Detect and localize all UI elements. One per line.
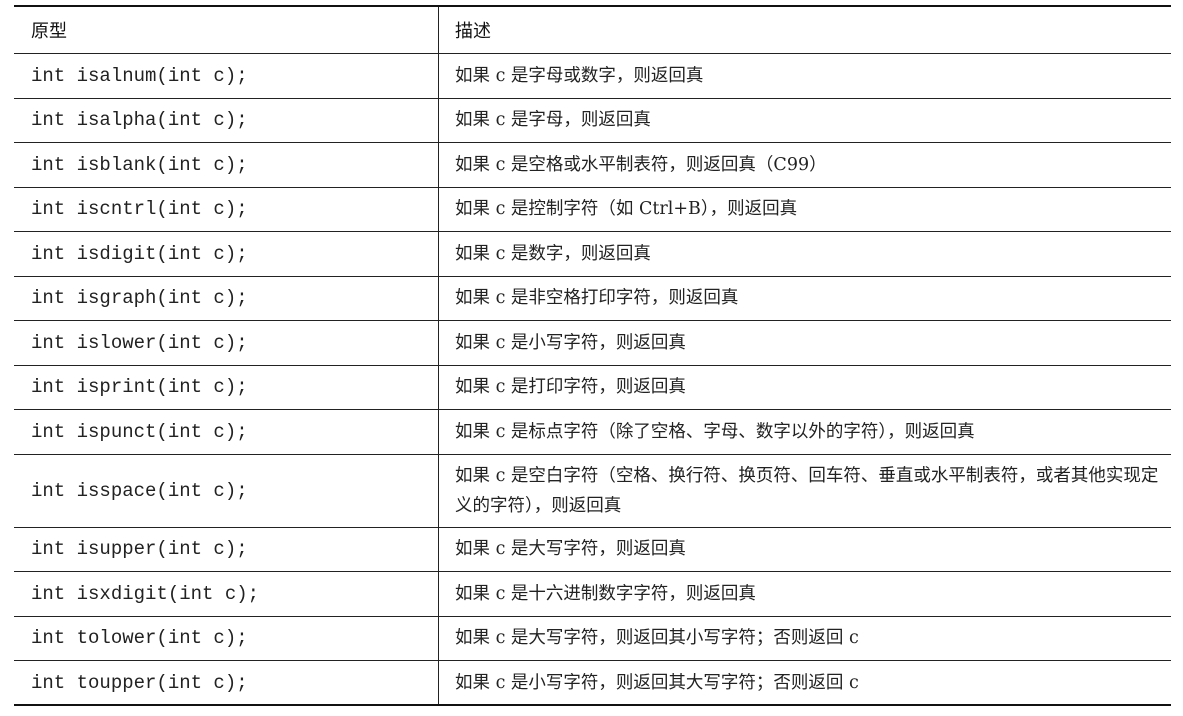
prototype-cell: int isupper(int c); [14,527,439,572]
table-row: int isalnum(int c); 如果 c 是字母或数字，则返回真 [14,53,1171,99]
ctype-functions-table: 原型 描述 int isalnum(int c); 如果 c 是字母或数字，则返回… [14,5,1171,706]
table-row: int islower(int c); 如果 c 是小写字符，则返回真 [14,320,1171,366]
description-cell: 如果 c 是打印字符，则返回真 [438,365,1171,410]
prototype-cell: int iscntrl(int c); [14,187,439,232]
prototype-cell: int isgraph(int c); [14,276,439,321]
description-cell: 如果 c 是字母，则返回真 [438,98,1171,143]
table-row: int isupper(int c); 如果 c 是大写字符，则返回真 [14,527,1171,572]
prototype-cell: int isblank(int c); [14,142,439,188]
description-cell: 如果 c 是数字，则返回真 [438,231,1171,277]
table-row: int isxdigit(int c); 如果 c 是十六进制数字字符，则返回真 [14,571,1171,617]
table-row: int isspace(int c); 如果 c 是空白字符（空格、换行符、换页符… [14,454,1171,528]
description-cell: 如果 c 是大写字符，则返回真 [438,527,1171,572]
prototype-cell: int isdigit(int c); [14,231,439,277]
prototype-cell: int tolower(int c); [14,616,439,661]
prototype-cell: int ispunct(int c); [14,409,439,455]
description-cell: 如果 c 是空格或水平制表符，则返回真（C99） [438,142,1171,188]
table-row: int isblank(int c); 如果 c 是空格或水平制表符，则返回真（C… [14,142,1171,188]
header-prototype: 原型 [14,6,439,54]
description-cell: 如果 c 是标点字符（除了空格、字母、数字以外的字符），则返回真 [438,409,1171,455]
description-cell: 如果 c 是十六进制数字字符，则返回真 [438,571,1171,617]
header-description: 描述 [438,6,1171,54]
prototype-cell: int islower(int c); [14,320,439,366]
prototype-cell: int isxdigit(int c); [14,571,439,617]
description-cell: 如果 c 是小写字符，则返回真 [438,320,1171,366]
table-row: int toupper(int c); 如果 c 是小写字符，则返回其大写字符；否… [14,660,1171,706]
table-row: int isgraph(int c); 如果 c 是非空格打印字符，则返回真 [14,276,1171,321]
description-cell: 如果 c 是大写字符，则返回其小写字符；否则返回 c [438,616,1171,661]
table-row: int isalpha(int c); 如果 c 是字母，则返回真 [14,98,1171,143]
description-cell: 如果 c 是小写字符，则返回其大写字符；否则返回 c [438,660,1171,706]
table-row: int tolower(int c); 如果 c 是大写字符，则返回其小写字符；否… [14,616,1171,661]
prototype-cell: int isalpha(int c); [14,98,439,143]
table-row: int isprint(int c); 如果 c 是打印字符，则返回真 [14,365,1171,410]
description-cell: 如果 c 是字母或数字，则返回真 [438,53,1171,99]
prototype-cell: int isalnum(int c); [14,53,439,99]
table-row: int iscntrl(int c); 如果 c 是控制字符（如 Ctrl+B），… [14,187,1171,232]
description-cell: 如果 c 是非空格打印字符，则返回真 [438,276,1171,321]
header-row: 原型 描述 [14,6,1171,54]
description-cell: 如果 c 是控制字符（如 Ctrl+B），则返回真 [438,187,1171,232]
prototype-cell: int toupper(int c); [14,660,439,706]
description-cell: 如果 c 是空白字符（空格、换行符、换页符、回车符、垂直或水平制表符，或者其他实… [438,454,1171,528]
table-row: int isdigit(int c); 如果 c 是数字，则返回真 [14,231,1171,277]
prototype-cell: int isspace(int c); [14,454,439,528]
prototype-cell: int isprint(int c); [14,365,439,410]
table-row: int ispunct(int c); 如果 c 是标点字符（除了空格、字母、数字… [14,409,1171,455]
